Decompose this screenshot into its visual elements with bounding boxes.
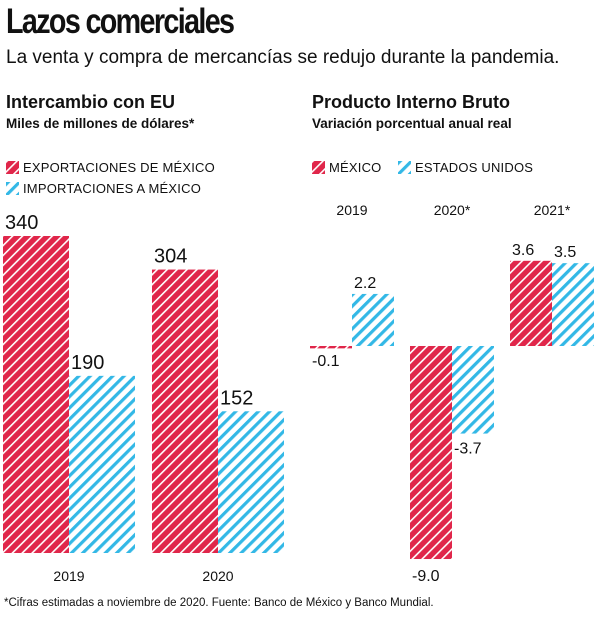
- gdp-bar-mexico-2021*: [510, 260, 552, 346]
- trade-value-label: 152: [220, 387, 253, 409]
- trade-bar-imports-2019: [69, 375, 135, 553]
- trade-value-label: 340: [5, 212, 38, 234]
- trade-chart-subtitle: Miles de millones de dólares*: [6, 116, 195, 131]
- footnote: *Cifras estimadas a noviembre de 2020. F…: [4, 597, 434, 609]
- gdp-chart-title: Producto Interno Bruto: [312, 92, 510, 112]
- page-title: Lazos comerciales: [6, 2, 235, 41]
- gdp-value-label: 3.6: [512, 242, 534, 259]
- legend-exports-label: EXPORTACIONES DE MÉXICO: [23, 160, 215, 175]
- trade-value-label: 190: [71, 352, 104, 374]
- gdp-chart: 2019 -0.1 2.2 2020* -9.0 -3.7 2021* 3.6 3.5: [310, 202, 594, 585]
- gdp-bar-us-2021*: [552, 263, 594, 346]
- gdp-bar-us-2020*: [452, 346, 494, 434]
- gdp-value-label: -0.1: [312, 353, 340, 370]
- trade-bar-imports-2020: [218, 411, 284, 553]
- trade-chart: 340 190 2019 304 152 2020: [3, 212, 284, 584]
- legend-mexico: MÉXICO: [312, 160, 381, 175]
- legend-exports: EXPORTACIONES DE MÉXICO: [6, 160, 215, 175]
- gdp-value-label: 3.5: [554, 244, 576, 261]
- gdp-bar-mexico-2020*: [410, 346, 452, 559]
- legend-exports-swatch: [6, 161, 19, 174]
- gdp-bar-mexico-2019: [310, 346, 352, 349]
- trade-year-label: 2020: [202, 568, 233, 584]
- legend-imports-swatch: [6, 182, 19, 195]
- trade-chart-title: Intercambio con EU: [6, 92, 176, 112]
- legend-us: ESTADOS UNIDOS: [398, 160, 533, 175]
- gdp-value-label: -9.0: [412, 568, 440, 585]
- legend-us-swatch: [398, 161, 411, 174]
- trade-year-label: 2019: [53, 568, 84, 584]
- gdp-year-label: 2019: [336, 202, 367, 218]
- legend-imports: IMPORTACIONES A MÉXICO: [6, 181, 201, 196]
- trade-value-label: 304: [154, 246, 187, 268]
- trade-bar-exports-2019: [3, 236, 69, 553]
- trade-bar-exports-2020: [152, 269, 218, 553]
- gdp-year-label: 2020*: [434, 202, 471, 218]
- legend-mexico-label: MÉXICO: [329, 160, 382, 175]
- gdp-bar-us-2019: [352, 293, 394, 346]
- page-subtitle: La venta y compra de mercancías se reduj…: [6, 47, 560, 68]
- gdp-value-label: -3.7: [454, 441, 482, 458]
- gdp-value-label: 2.2: [354, 275, 376, 292]
- gdp-chart-subtitle: Variación porcentual anual real: [312, 116, 512, 131]
- legend-us-label: ESTADOS UNIDOS: [415, 160, 534, 175]
- gdp-year-label: 2021*: [534, 202, 571, 218]
- legend-imports-label: IMPORTACIONES A MÉXICO: [23, 181, 202, 196]
- legend-mexico-swatch: [312, 161, 325, 174]
